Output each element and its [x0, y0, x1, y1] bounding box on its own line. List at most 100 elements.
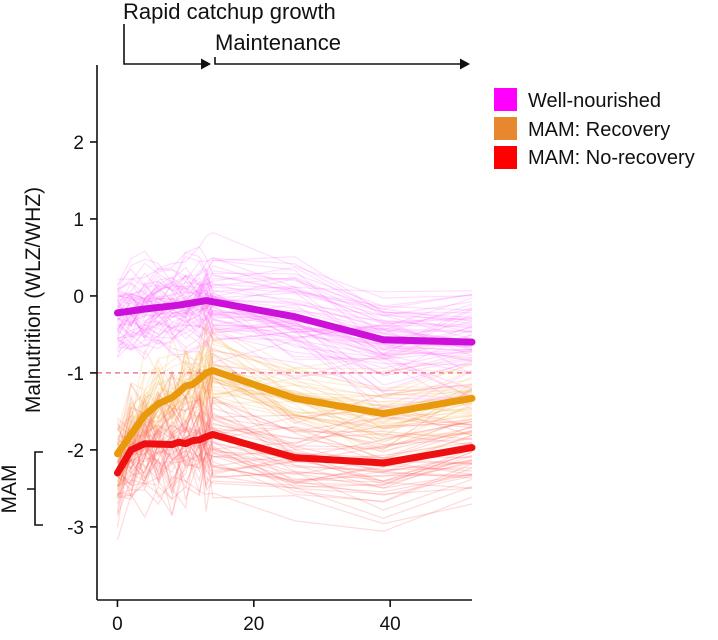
y-tick-label: 0 — [73, 287, 84, 308]
legend-entry-well-nourished: Well-nourished — [494, 88, 661, 112]
trace-well-nourished-3 — [116, 320, 473, 375]
trace-well-nourished-36 — [117, 314, 473, 386]
trace-mam-no-recovery-15 — [116, 422, 473, 515]
trace-mam-recovery-3 — [117, 354, 473, 456]
trace-well-nourished-50 — [116, 305, 473, 362]
trace-well-nourished-10 — [117, 291, 473, 351]
trace-well-nourished-31 — [116, 231, 473, 299]
trace-mam-no-recovery-47 — [116, 440, 473, 528]
trace-well-nourished-59 — [117, 324, 473, 377]
y-tick-label: -2 — [67, 441, 84, 462]
trace-mam-no-recovery-34 — [116, 399, 473, 472]
trace-well-nourished-4 — [117, 279, 473, 321]
trace-well-nourished-14 — [117, 316, 473, 399]
trace-mam-no-recovery-13 — [117, 444, 473, 511]
legend-label-mam-recovery: MAM: Recovery — [528, 119, 670, 141]
trace-mam-no-recovery-36 — [117, 400, 473, 469]
trace-well-nourished-40 — [117, 319, 473, 417]
trace-well-nourished-0 — [117, 270, 473, 322]
trace-mam-recovery-14 — [116, 379, 473, 487]
trace-mam-recovery-20 — [117, 382, 473, 465]
trace-well-nourished-48 — [117, 318, 473, 401]
trace-mam-recovery-43 — [116, 365, 473, 476]
trace-well-nourished-39 — [117, 245, 473, 307]
trace-well-nourished-2 — [117, 298, 473, 362]
trace-mam-recovery-19 — [116, 366, 473, 474]
axes — [96, 65, 472, 601]
x-tick-label: 40 — [380, 614, 401, 635]
trace-mam-recovery-39 — [117, 346, 473, 488]
trace-mam-recovery-44 — [116, 330, 473, 498]
individual-traces — [116, 231, 473, 540]
trace-mam-no-recovery-41 — [117, 426, 473, 485]
legend-entry-mam-no-recovery: MAM: No-recovery — [494, 146, 695, 169]
trace-mam-recovery-17 — [116, 325, 473, 449]
trace-well-nourished-18 — [117, 276, 473, 323]
trace-well-nourished-64 — [117, 267, 473, 329]
trace-mam-no-recovery-7 — [116, 396, 473, 483]
trace-mam-no-recovery-46 — [116, 396, 473, 470]
phase-arrowhead-rapid-catchup — [201, 58, 211, 70]
trace-mam-recovery-22 — [116, 370, 473, 476]
trace-well-nourished-51 — [117, 274, 473, 310]
legend-swatch-well-nourished — [494, 88, 517, 111]
trace-mam-no-recovery-54 — [117, 431, 473, 494]
trace-mam-no-recovery-32 — [116, 382, 473, 447]
trace-mam-no-recovery-0 — [117, 426, 473, 484]
trace-mam-no-recovery-17 — [117, 426, 473, 493]
series-line-mam-no-recovery — [114, 431, 476, 477]
mam-bracket-line — [27, 451, 43, 526]
trace-mam-no-recovery-23 — [117, 412, 473, 510]
trace-mam-recovery-34 — [116, 344, 473, 470]
trace-well-nourished-67 — [117, 303, 473, 366]
x-tick-label: 0 — [112, 614, 123, 635]
trace-well-nourished-53 — [117, 276, 473, 334]
trace-mam-recovery-38 — [117, 346, 473, 433]
trace-well-nourished-35 — [117, 292, 473, 355]
trace-mam-recovery-1 — [116, 357, 473, 490]
trace-well-nourished-27 — [117, 291, 473, 357]
trace-mam-recovery-27 — [117, 325, 473, 460]
trace-well-nourished-41 — [117, 338, 473, 392]
trace-mam-recovery-7 — [117, 341, 473, 463]
trace-mam-no-recovery-53 — [116, 381, 473, 476]
legend: Well-nourished MAM: Recovery MAM: No-rec… — [494, 88, 695, 169]
trace-mam-recovery-10 — [117, 321, 473, 453]
y-axis-title: Malnutrition (WLZ/WHZ) — [22, 187, 45, 413]
trace-well-nourished-52 — [117, 277, 473, 328]
phase-label-maintenance: Maintenance — [215, 30, 341, 55]
trace-well-nourished-25 — [117, 268, 473, 335]
phase-arrowhead-maintenance — [460, 58, 470, 70]
trace-well-nourished-33 — [116, 280, 473, 334]
trace-mam-no-recovery-11 — [116, 448, 473, 540]
trace-mam-no-recovery-6 — [117, 401, 473, 487]
trace-well-nourished-47 — [117, 257, 473, 325]
legend-entry-mam-recovery: MAM: Recovery — [494, 117, 670, 141]
trace-mam-no-recovery-35 — [117, 475, 473, 532]
trace-well-nourished-30 — [117, 294, 473, 375]
trace-mam-no-recovery-26 — [117, 439, 473, 476]
x-ticks: 0 20 40 — [112, 600, 401, 635]
mam-label: MAM — [0, 465, 21, 514]
trace-well-nourished-65 — [117, 281, 473, 332]
trace-mam-recovery-9 — [116, 349, 473, 483]
trace-well-nourished-55 — [117, 291, 473, 357]
trace-mam-recovery-6 — [116, 298, 473, 432]
trace-well-nourished-49 — [117, 251, 473, 314]
legend-label-well-nourished: Well-nourished — [528, 90, 661, 112]
trace-well-nourished-11 — [117, 274, 473, 325]
mean-lines — [114, 297, 476, 477]
trace-mam-no-recovery-52 — [117, 440, 473, 489]
trace-mam-no-recovery-51 — [117, 395, 473, 475]
phase-arrow-rapid-catchup — [123, 24, 203, 65]
trace-well-nourished-9 — [117, 266, 473, 317]
phase-arrow-maintenance — [214, 57, 461, 65]
phase-annotations: Rapid catchup growth Maintenance — [123, 0, 470, 70]
x-tick-label: 20 — [243, 614, 264, 635]
legend-label-mam-no-recovery: MAM: No-recovery — [528, 147, 695, 169]
y-tick-label: 1 — [73, 210, 84, 231]
mam-bracket: MAM — [0, 451, 43, 526]
phase-label-rapid-catchup: Rapid catchup growth — [123, 0, 336, 24]
trace-mam-no-recovery-14 — [117, 367, 473, 440]
